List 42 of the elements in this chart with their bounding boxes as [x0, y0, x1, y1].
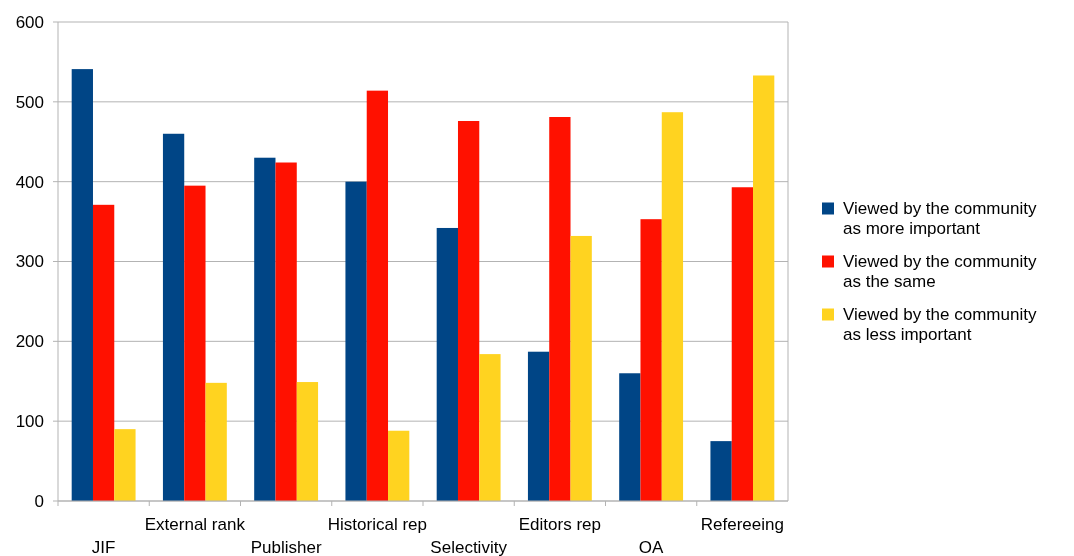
bar — [661, 112, 684, 501]
bar — [527, 351, 550, 501]
bar — [184, 185, 206, 501]
bar — [436, 227, 458, 501]
bar — [114, 429, 136, 501]
bar — [570, 235, 592, 501]
bar — [710, 441, 732, 501]
bar — [296, 382, 319, 501]
y-tick-label: 0 — [34, 491, 44, 511]
y-tick-label: 400 — [15, 172, 44, 192]
x-tick-label: OA — [638, 538, 665, 556]
x-tick-label: Editors rep — [518, 515, 601, 534]
y-tick-label: 200 — [15, 332, 44, 352]
x-tick-label: Historical rep — [327, 515, 427, 534]
bar — [731, 187, 754, 501]
legend-label: Viewed by the community as the same — [843, 251, 1037, 291]
x-tick-label: Selectivity — [430, 538, 508, 556]
bar — [275, 162, 297, 501]
x-tick-label: External rank — [144, 515, 246, 534]
bar — [162, 133, 185, 501]
legend-label: Viewed by the community as more important — [843, 198, 1037, 238]
x-tick-label: JIF — [91, 538, 116, 556]
legend-label: Viewed by the community as less important — [843, 304, 1037, 344]
y-tick-label: 300 — [15, 252, 44, 272]
bar — [254, 157, 276, 501]
bar — [366, 90, 389, 501]
bar — [71, 69, 93, 501]
bar — [92, 204, 115, 501]
bar — [640, 219, 662, 501]
y-tick-label: 500 — [15, 92, 44, 112]
y-tick-label: 100 — [15, 412, 44, 432]
x-tick-label: Publisher — [250, 538, 322, 556]
bar — [619, 373, 641, 501]
bar — [388, 430, 410, 501]
bar — [345, 181, 367, 501]
y-tick-label: 600 — [15, 12, 44, 32]
x-tick-label: Refereeing — [700, 515, 784, 534]
bar — [753, 75, 775, 501]
bar — [549, 117, 571, 501]
bar — [457, 120, 480, 501]
bar — [205, 382, 227, 501]
bar — [479, 354, 501, 501]
